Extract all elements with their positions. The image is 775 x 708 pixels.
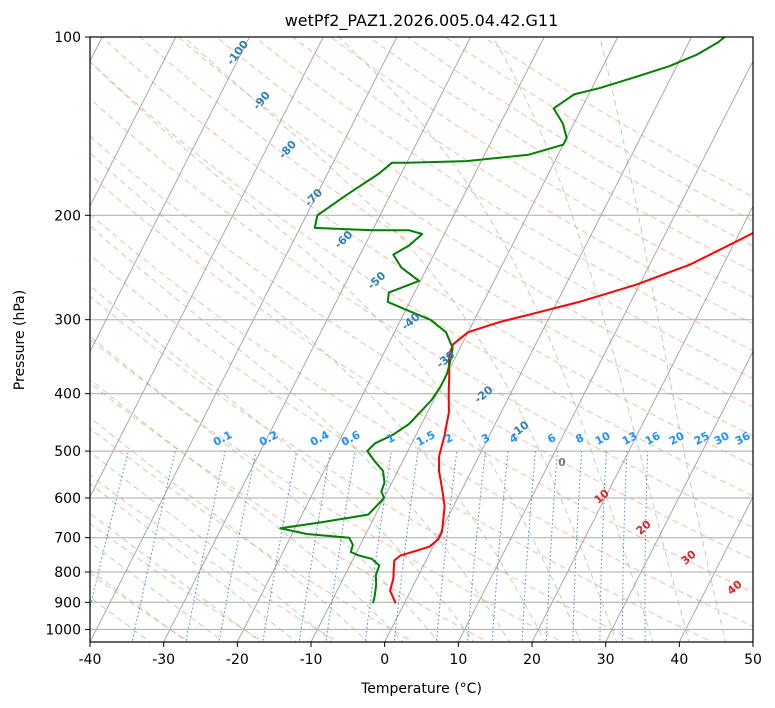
dry-adiabat-20 — [90, 338, 564, 642]
mixing-ratio-line-0 — [90, 450, 129, 610]
x-tick-label: 40 — [670, 652, 688, 668]
mixing-ratio-label-14: 20 — [667, 429, 687, 448]
dry-adiabat-140 — [254, 37, 753, 352]
x-tick-label: -40 — [79, 652, 102, 668]
moist-adiabat-12 — [90, 60, 582, 642]
isotherm-30 — [605, 350, 753, 642]
dry-adiabat-160 — [330, 37, 753, 298]
mixing-ratio-line-15 — [599, 451, 607, 642]
mixing-ratio-line-2 — [185, 450, 226, 642]
y-tick-label: 900 — [54, 595, 81, 611]
mixing-ratio-label-13: 16 — [643, 429, 663, 448]
y-tick-label: 200 — [54, 208, 81, 224]
x-tick-label: 10 — [449, 652, 467, 668]
dry-adiabat-80 — [90, 97, 753, 528]
moist-adiabat-4 — [90, 482, 298, 642]
x-tick-label: 50 — [744, 652, 762, 668]
mixing-ratio-label-11: 10 — [593, 429, 613, 448]
mixing-ratio-line-17 — [644, 451, 649, 642]
plot-area — [90, 37, 753, 642]
dry-adiabat-150 — [292, 37, 753, 325]
isotherm--40 — [90, 37, 398, 642]
y-tick-label: 1000 — [45, 622, 81, 638]
chart-title: wetPf2_PAZ1.2026.005.04.42.G11 — [285, 11, 559, 31]
dry-adiabat-70 — [90, 135, 753, 560]
x-tick-label: 30 — [597, 652, 615, 668]
y-tick-label: 700 — [54, 531, 81, 547]
plot-frame — [89, 36, 754, 643]
temperature-profile-line — [389, 231, 753, 604]
x-tick-label: 0 — [380, 652, 389, 668]
dry-adiabat-100 — [101, 37, 753, 467]
dry-adiabat-label-10: 0 — [558, 456, 566, 469]
moist-adiabat-10 — [90, 225, 510, 642]
dry-adiabat-10 — [90, 382, 489, 642]
isotherm-10 — [457, 59, 753, 642]
mixing-ratio-label-16: 30 — [712, 429, 732, 448]
moist-adiabat-11 — [90, 152, 546, 642]
mixing-ratio-line-14 — [572, 451, 583, 642]
isotherm--50 — [90, 37, 324, 498]
dry-adiabat-0 — [90, 427, 415, 642]
isotherm-20 — [531, 205, 753, 642]
y-tick-label: 100 — [54, 30, 81, 46]
isotherm--20 — [236, 37, 545, 642]
mixing-ratio-line-16 — [621, 451, 628, 642]
mixing-ratio-line-3 — [218, 451, 257, 642]
mixing-ratio-label-12: 13 — [620, 429, 640, 448]
dry-adiabat-130 — [216, 37, 753, 379]
dry-adiabat-120 — [178, 37, 753, 408]
mixing-ratio-label-15: 25 — [692, 429, 712, 448]
x-tick-label: -20 — [226, 652, 249, 668]
dewpoint-profile-line — [279, 37, 726, 604]
mixing-ratio-label-17: 36 — [733, 429, 753, 448]
x-tick-label: -30 — [152, 652, 175, 668]
dry-adiabat-50 — [90, 213, 753, 627]
dry-adiabat--20 — [90, 522, 265, 642]
y-axis-label: Pressure (hPa) — [12, 290, 28, 390]
x-tick-label: 20 — [523, 652, 541, 668]
dry-adiabat-110 — [139, 37, 753, 437]
y-tick-label: 300 — [54, 313, 81, 329]
isotherm--70 — [90, 37, 177, 208]
dry-adiabat-30 — [90, 295, 639, 642]
axes: -40 -30 -20 -10 0 10 20 30 40 5010020030040050060… — [45, 30, 762, 668]
y-tick-label: 500 — [54, 444, 81, 460]
isotherm--60 — [90, 37, 250, 353]
x-axis-label: Temperature (°C) — [360, 681, 482, 697]
dry-adiabat-40 — [90, 254, 714, 642]
y-tick-label: 800 — [54, 565, 81, 581]
moist-adiabat-7 — [90, 378, 404, 642]
x-tick-label: -10 — [300, 652, 323, 668]
y-tick-label: 600 — [54, 491, 81, 507]
isotherm-40 — [678, 495, 753, 642]
y-tick-label: 400 — [54, 387, 81, 403]
isotherm--30 — [163, 37, 471, 642]
